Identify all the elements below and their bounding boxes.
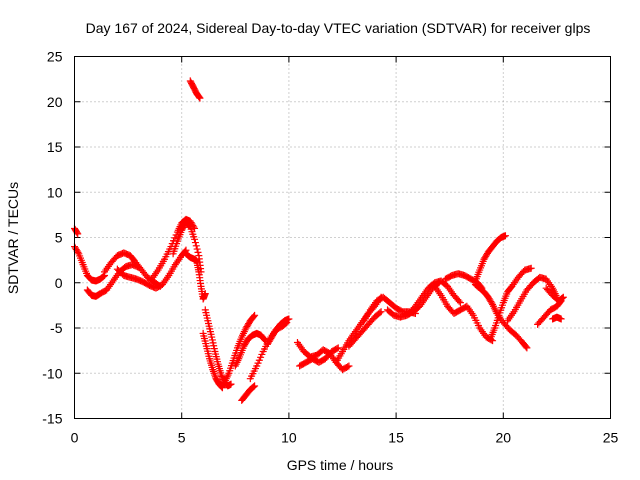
series-arc-14 [238, 382, 259, 404]
data-point [196, 94, 204, 102]
series-arc-7 [182, 250, 209, 303]
data-point [333, 345, 341, 353]
data-point [522, 343, 530, 351]
data-point [557, 315, 565, 323]
data-point [527, 264, 535, 272]
grid-lines [74, 56, 611, 419]
series-arc-25 [471, 232, 509, 285]
series-arc-31 [549, 313, 565, 323]
x-tick-label: 5 [178, 430, 186, 446]
data-point [250, 312, 258, 320]
series-arc-27 [486, 264, 535, 343]
data-point [488, 299, 496, 307]
data-point [74, 230, 82, 238]
series-arc-16 [293, 338, 353, 374]
series-arc-30 [542, 284, 567, 305]
y-tick-label: 0 [55, 275, 63, 291]
data-point [559, 293, 567, 301]
y-tick-label: 10 [47, 184, 63, 200]
series-arc-10 [199, 329, 226, 392]
data-point [249, 383, 257, 391]
x-tick-label: 0 [71, 430, 79, 446]
y-tick-label: 5 [55, 230, 63, 246]
data-point [558, 295, 566, 303]
data-point [193, 245, 201, 253]
data-point [455, 297, 463, 305]
y-tick-labels: -15 -10 -5 0 5 10 15 20 25 [42, 49, 62, 427]
data-point [558, 294, 566, 302]
x-axis-label: GPS time / hours [287, 457, 394, 473]
data-point [74, 248, 82, 256]
y-tick-label: 20 [47, 94, 63, 110]
series-arc-13 [246, 319, 291, 383]
data-point [194, 248, 202, 256]
data-point [285, 315, 293, 323]
x-tick-label: 25 [603, 430, 619, 446]
data-point [192, 242, 200, 250]
data-point [227, 380, 235, 388]
y-tick-label: 15 [47, 139, 63, 155]
series-arc-17 [296, 344, 342, 370]
data-point [100, 272, 108, 280]
data-point [185, 222, 193, 230]
x-tick-label: 10 [281, 430, 297, 446]
data-point [218, 384, 226, 392]
chart-title: Day 167 of 2024, Sidereal Day-to-day VTE… [86, 20, 591, 36]
x-tick-label: 20 [496, 430, 512, 446]
data-point [251, 311, 259, 319]
data-point [185, 221, 193, 229]
data-point [501, 232, 509, 240]
data-point [344, 363, 352, 371]
x-tick-labels: 0 5 10 15 20 25 [71, 430, 619, 446]
x-tick-label: 15 [388, 430, 404, 446]
data-point [250, 383, 258, 391]
data-point [376, 309, 384, 317]
data-point [251, 382, 259, 390]
series-arc-6 [169, 219, 205, 276]
series-arc-19 [345, 308, 385, 350]
data-point [217, 382, 225, 390]
series-arc-8 [186, 77, 204, 102]
plot-frame [74, 56, 611, 419]
series-arc-26 [471, 281, 531, 352]
data-points [71, 77, 567, 404]
data-point [195, 93, 203, 101]
y-tick-label: -5 [50, 320, 63, 336]
y-tick-label: -10 [42, 365, 62, 381]
data-point [377, 308, 385, 316]
data-point [191, 239, 199, 247]
data-point [523, 344, 531, 352]
data-point [456, 299, 464, 307]
series-arc-11 [221, 311, 259, 386]
data-point [99, 273, 107, 281]
data-point [334, 344, 342, 352]
data-point [191, 235, 199, 243]
data-point [345, 362, 353, 370]
data-point [218, 383, 226, 391]
y-tick-label: 25 [47, 49, 63, 65]
data-point [201, 290, 209, 298]
series-arc-15 [263, 315, 293, 348]
series-arc-32 [71, 224, 82, 238]
y-tick-label: -15 [42, 411, 62, 427]
y-axis-label: SDTVAR / TECUs [5, 182, 21, 294]
series-arc-29 [534, 297, 565, 328]
series-arc-1 [71, 243, 109, 285]
series-arc-12 [231, 329, 269, 370]
series-arc-4 [113, 246, 190, 292]
